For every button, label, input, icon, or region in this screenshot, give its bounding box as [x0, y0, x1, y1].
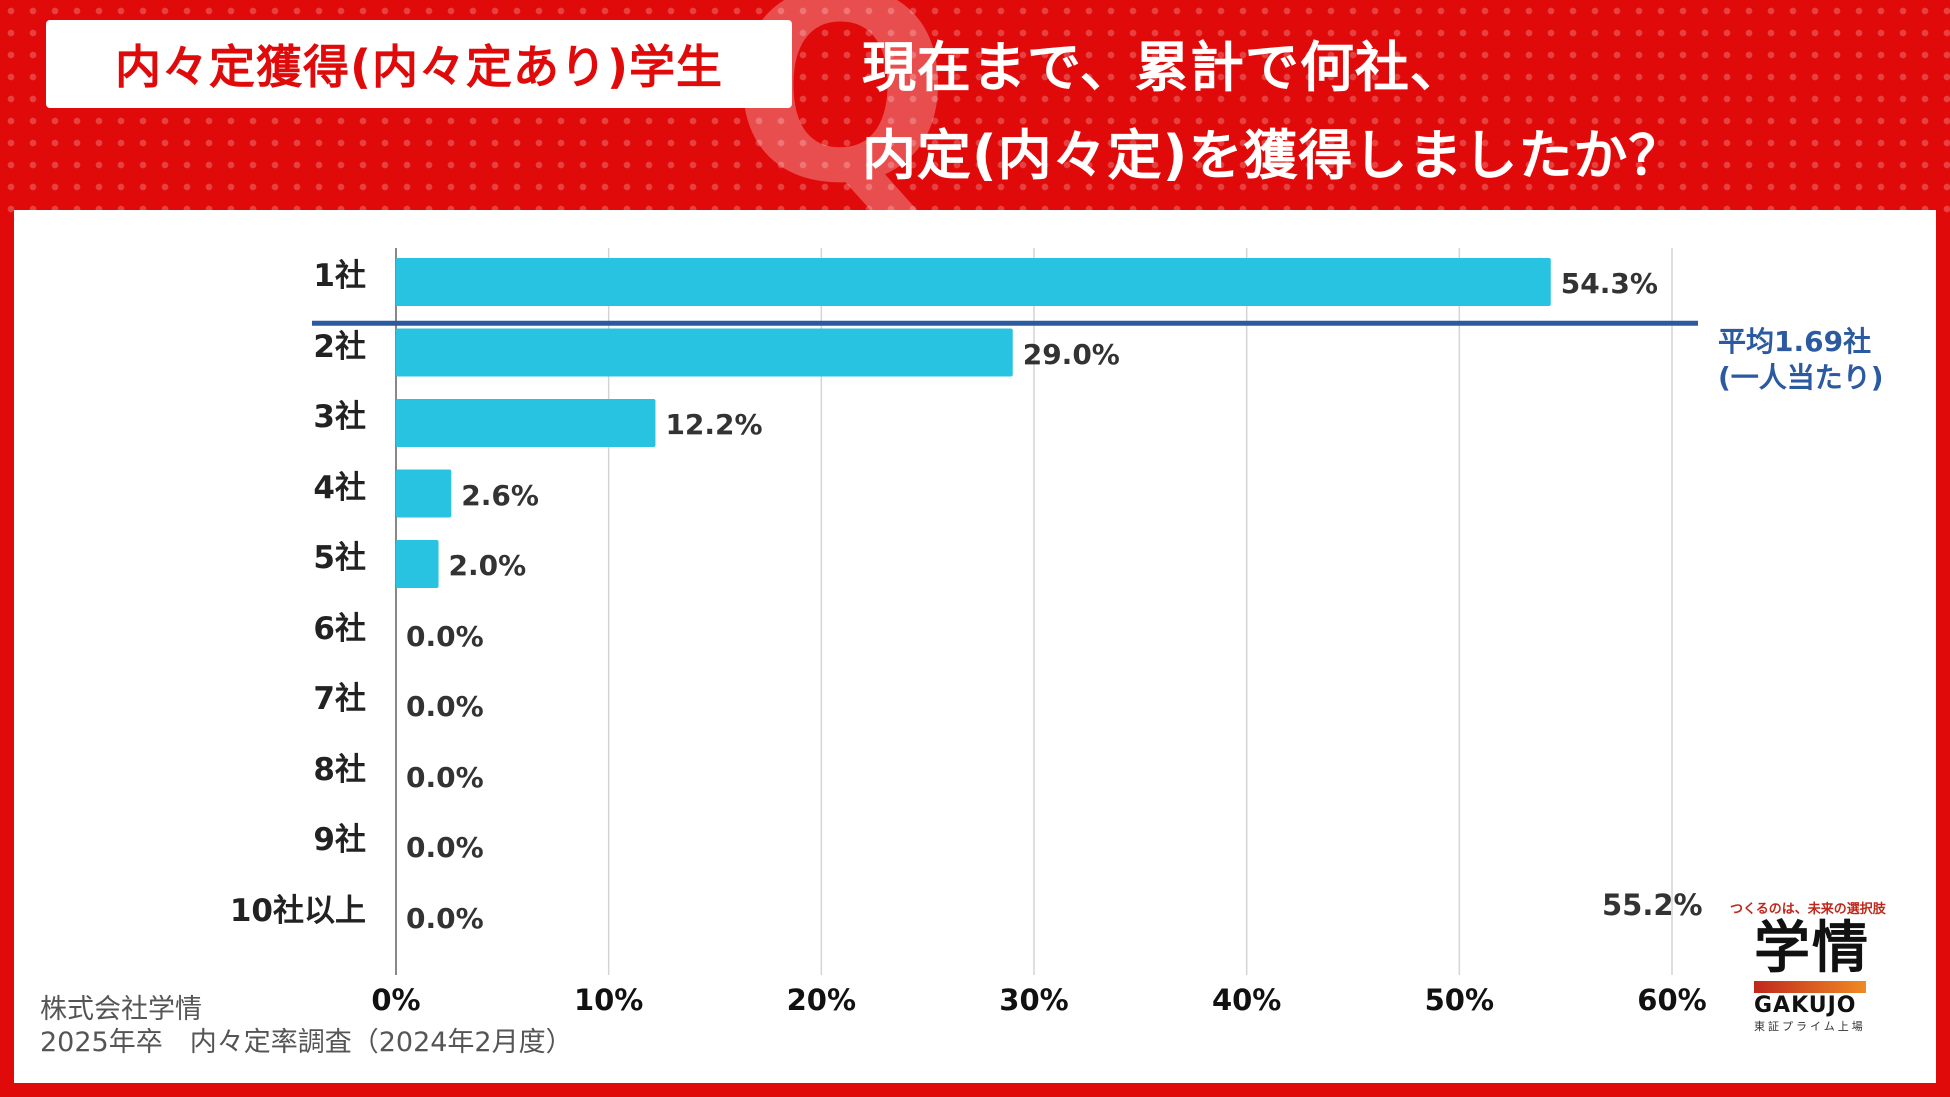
question-line-2: 内定(内々定)を獲得しましたか？	[862, 124, 1684, 187]
data-label: 12.2%	[665, 408, 763, 441]
bar	[396, 258, 1551, 306]
data-label: 0.0%	[406, 619, 484, 653]
bar	[396, 469, 452, 518]
category-label: 2社	[313, 328, 366, 365]
x-tick-label: 60%	[1637, 983, 1707, 1017]
data-label: 29.0%	[1022, 337, 1120, 371]
category-label: 1社	[313, 258, 366, 294]
data-label: 0.0%	[406, 901, 484, 935]
x-tick-label: 10%	[573, 983, 644, 1017]
data-label: 0.0%	[406, 690, 484, 723]
x-tick-label: 20%	[786, 983, 857, 1017]
source-note: 株式会社学情 2025年卒 内々定率調査（2024年2月度）	[40, 993, 573, 1059]
category-label: 5社	[313, 540, 366, 576]
category-label: 6社	[313, 610, 366, 647]
category-label: 8社	[313, 751, 366, 788]
segment-badge-text: 内々定獲得(内々定あり)学生	[114, 40, 724, 94]
x-tick-label: 50%	[1424, 983, 1495, 1017]
logo-sub: 東証プライム上場	[1754, 1020, 1866, 1033]
bar	[396, 328, 1013, 377]
x-tick-label: 40%	[1211, 983, 1282, 1017]
category-label: 3社	[313, 399, 366, 435]
question-line-1: 現在まで、累計で何社、	[862, 36, 1465, 99]
logo-english: GAKUJO	[1754, 993, 1857, 1018]
average-label-line-2: (一人当たり)	[1718, 361, 1884, 394]
category-label: 7社	[313, 681, 366, 717]
logo-gradient-bar	[1754, 981, 1866, 993]
x-tick-label: 0%	[371, 983, 421, 1017]
gakujo-logo: つくるのは、未来の選択肢 学情 GAKUJO 東証プライム上場	[1730, 898, 1890, 1034]
data-label: 0.0%	[406, 760, 484, 794]
average-label: 平均1.69社 (一人当たり)	[1718, 324, 1884, 396]
logo-mark: 学情	[1754, 916, 1870, 981]
segment-badge: 内々定獲得(内々定あり)学生	[46, 20, 792, 108]
data-label: 2.0%	[448, 549, 527, 582]
data-label: 54.3%	[1560, 267, 1658, 300]
source-line-1: 株式会社学情	[40, 994, 202, 1025]
x-tick-label: 30%	[999, 983, 1069, 1017]
extra-value-label: 55.2%	[1602, 888, 1703, 922]
data-label: 2.6%	[461, 478, 539, 512]
category-label: 10社以上	[229, 892, 366, 929]
data-label: 0.0%	[406, 831, 484, 864]
logo-tagline: つくるのは、未来の選択肢	[1730, 902, 1886, 917]
question-title: 現在まで、累計で何社、 内定(内々定)を獲得しましたか？	[862, 24, 1683, 200]
category-label: 4社	[313, 469, 366, 506]
category-label: 9社	[313, 822, 366, 858]
bar	[396, 540, 439, 588]
bar	[396, 399, 656, 447]
average-label-line-1: 平均1.69社	[1718, 325, 1872, 358]
source-line-2: 2025年卒 内々定率調査（2024年2月度）	[40, 1027, 573, 1058]
